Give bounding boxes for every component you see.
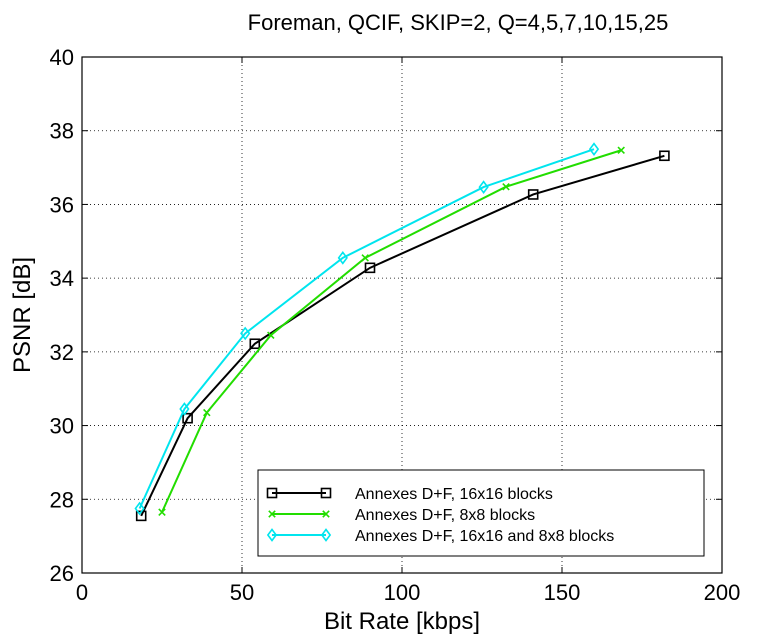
series-2	[158, 146, 625, 516]
data-point-diamond	[588, 142, 600, 156]
data-point-x	[267, 331, 275, 340]
legend-item: Annexes D+F, 8x8 blocks	[268, 507, 535, 524]
legend-label: Annexes D+F, 8x8 blocks	[355, 507, 535, 524]
y-axis: 26 28 30 32 34 36 38 40	[50, 45, 722, 586]
data-point-diamond	[179, 402, 190, 416]
data-point-square	[320, 487, 332, 499]
x-tick-label: 150	[544, 580, 581, 605]
x-axis: 0 50 100 150 200	[76, 57, 740, 605]
data-point-diamond	[478, 180, 489, 194]
legend-box	[257, 469, 705, 557]
data-point-diamond	[337, 251, 348, 265]
x-axis-label: Bit Rate [kbps]	[324, 608, 480, 635]
data-point-square	[527, 189, 539, 200]
x-tick-label: 100	[384, 580, 421, 605]
y-tick-label: 36	[50, 192, 74, 217]
x-tick-label: 200	[704, 580, 741, 605]
data-point-diamond	[134, 501, 145, 516]
data-point-x	[617, 146, 625, 155]
data-point-x	[268, 510, 276, 518]
y-tick-label: 38	[50, 119, 74, 144]
y-tick-label: 28	[50, 487, 74, 512]
data-point-x	[322, 510, 330, 518]
legend-item: Annexes D+F, 16x16 and 8x8 blocks	[266, 528, 614, 545]
y-tick-label: 34	[50, 266, 74, 291]
data-point-diamond	[240, 326, 251, 341]
data-point-x	[502, 182, 510, 191]
data-point-square	[249, 338, 261, 350]
legend: Annexes D+F, 16x16 blocks Annexes D+F, 8x…	[257, 469, 705, 557]
x-tick-label: 0	[76, 580, 88, 605]
data-point-square	[182, 412, 193, 424]
series-line	[140, 154, 665, 517]
data-point-square	[266, 487, 278, 499]
series-group	[134, 142, 670, 522]
data-point-diamond	[320, 528, 332, 542]
legend-label: Annexes D+F, 16x16 and 8x8 blocks	[355, 528, 614, 545]
series-1	[135, 150, 670, 522]
legend-item: Annexes D+F, 16x16 blocks	[266, 486, 553, 503]
y-axis-label: PSNR [dB]	[9, 257, 36, 373]
y-tick-label: 32	[50, 340, 74, 365]
data-point-x	[158, 508, 166, 516]
series-line	[138, 148, 595, 509]
data-point-square	[364, 262, 376, 274]
x-tick-label: 50	[230, 580, 254, 605]
chart-title: Foreman, QCIF, SKIP=2, Q=4,5,7,10,15,25	[248, 10, 669, 35]
data-point-square	[659, 150, 670, 162]
data-point-x	[361, 254, 369, 262]
series-line	[161, 149, 622, 513]
y-tick-label: 30	[50, 414, 74, 439]
data-point-x	[203, 408, 211, 417]
y-tick-label: 26	[50, 561, 74, 586]
data-point-diamond	[266, 528, 278, 542]
y-tick-label: 40	[50, 45, 74, 70]
legend-label: Annexes D+F, 16x16 blocks	[355, 486, 553, 503]
series-3	[134, 142, 600, 516]
